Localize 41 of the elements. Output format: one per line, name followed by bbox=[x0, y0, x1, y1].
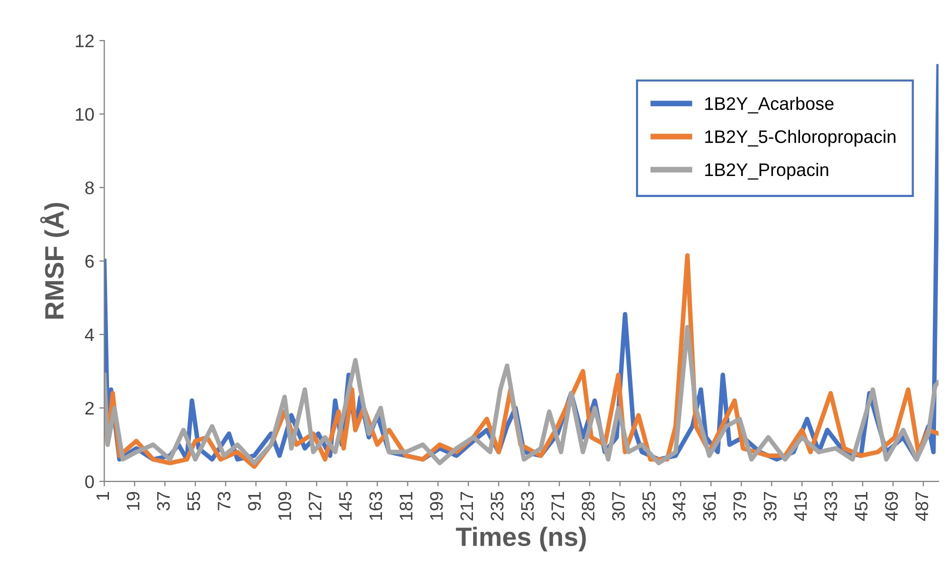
y-tick-label: 8 bbox=[85, 181, 94, 194]
y-tick-label: 0 bbox=[85, 475, 94, 488]
x-axis-title: Times (ns) bbox=[456, 526, 586, 552]
x-tick-label: 307 bbox=[612, 492, 625, 521]
legend-label: 1B2Y_Propacin bbox=[705, 162, 828, 180]
x-tick-label: 199 bbox=[430, 492, 443, 520]
x-tick-label: 37 bbox=[157, 492, 170, 511]
x-tick-label: 55 bbox=[188, 492, 200, 510]
x-tick-label: 451 bbox=[854, 492, 868, 521]
x-tick-label: 235 bbox=[490, 492, 504, 520]
x-tick-label: 163 bbox=[369, 492, 382, 520]
x-tick-label: 271 bbox=[551, 492, 564, 520]
x-tick-label: 361 bbox=[703, 492, 716, 521]
x-tick-label: 253 bbox=[521, 492, 534, 520]
x-tick-label: 343 bbox=[672, 492, 686, 521]
x-tick-label: 379 bbox=[733, 492, 746, 521]
x-tick-label: 73 bbox=[218, 492, 230, 510]
line-series bbox=[104, 324, 939, 466]
x-tick-label: 217 bbox=[460, 492, 473, 520]
legend-label: 1B2Y_5-Chloropropacin bbox=[705, 130, 896, 147]
y-tick-label: 10 bbox=[76, 108, 94, 121]
x-tick-label: 469 bbox=[885, 492, 898, 521]
x-tick-label: 487 bbox=[915, 492, 928, 521]
y-axis-title: RMSF (Å) bbox=[40, 202, 69, 319]
legend-label: 1B2Y_Acarbose bbox=[705, 96, 834, 114]
y-tick-label: 12 bbox=[76, 34, 94, 48]
y-tick-label: 4 bbox=[84, 328, 94, 342]
x-tick-label: 19 bbox=[126, 492, 140, 510]
x-tick-label: 415 bbox=[794, 492, 807, 521]
x-tick-label: 127 bbox=[308, 492, 322, 520]
x-tick-label: 91 bbox=[248, 492, 261, 510]
y-tick-label: 6 bbox=[85, 254, 94, 268]
x-tick-label: 397 bbox=[764, 492, 777, 521]
x-tick-label: 109 bbox=[278, 492, 292, 520]
x-tick-label: 145 bbox=[339, 492, 352, 520]
x-tick-label: 433 bbox=[824, 492, 838, 521]
y-tick-label: 2 bbox=[85, 402, 94, 414]
x-tick-label: 181 bbox=[400, 492, 412, 520]
x-tick-label: 289 bbox=[582, 492, 595, 520]
x-tick-label: 325 bbox=[642, 492, 656, 521]
x-tick-label: 1 bbox=[96, 492, 109, 500]
